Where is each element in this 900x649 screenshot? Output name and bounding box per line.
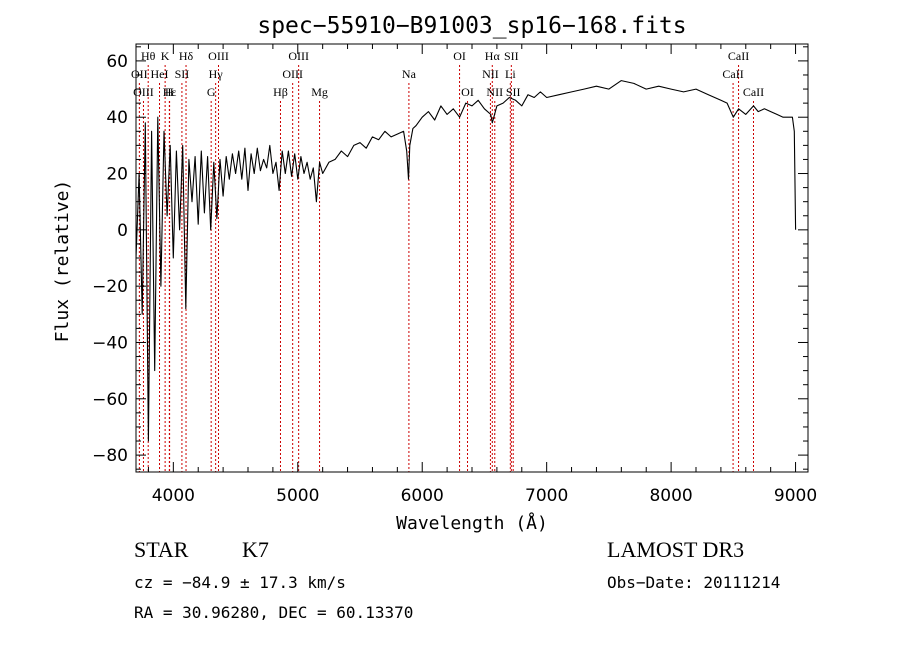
observation-date: Obs−Date: 20111214 (607, 573, 781, 592)
y-tick-label: −60 (92, 390, 128, 410)
y-tick-label: −40 (92, 333, 128, 353)
y-tick-label: −20 (92, 277, 128, 297)
y-tick-label: −80 (92, 446, 128, 466)
x-axis: 4000 5000 6000 7000 8000 9000 (147, 44, 817, 506)
marker-label: Hγ (209, 67, 224, 81)
marker-label: Hθ (141, 49, 156, 63)
marker-label: CaII (728, 49, 749, 63)
marker-label: Mg (311, 85, 328, 99)
x-axis-label: Wavelength (Å) (396, 512, 548, 534)
marker-label: SII (506, 85, 521, 99)
marker-label: OIII (282, 67, 303, 81)
marker-label: SII (504, 49, 519, 63)
x-tick-label: 8000 (649, 486, 692, 506)
marker-label: SII (175, 67, 190, 81)
marker-label: Hα (485, 49, 501, 63)
marker-label: NII (486, 85, 503, 99)
x-tick-label: 7000 (525, 486, 568, 506)
marker-label: OIII (288, 49, 309, 63)
marker-label: G (207, 85, 216, 99)
marker-label: Hβ (273, 85, 288, 99)
marker-label: Hδ (179, 49, 194, 63)
marker-label: Hε (163, 85, 177, 99)
y-tick-label: 0 (117, 221, 128, 241)
flux-line (136, 80, 797, 442)
plot-frame (135, 43, 809, 473)
x-tick-label: 5000 (276, 486, 319, 506)
y-axis-label: Flux (relative) (52, 180, 73, 343)
marker-label: K (161, 49, 170, 63)
marker-label: CaII (743, 85, 764, 99)
marker-label: OI (453, 49, 466, 63)
y-axis: −80 −60 −40 −20 0 20 40 60 (92, 46, 808, 470)
x-tick-label: 9000 (774, 486, 817, 506)
marker-label: OII (131, 67, 148, 81)
redshift-readout: cz = −84.9 ± 17.3 km/s (134, 573, 346, 592)
marker-label: OI (461, 85, 474, 99)
y-tick-label: 20 (106, 165, 128, 185)
y-tick-label: 60 (106, 52, 128, 72)
marker-label: OIII (133, 85, 154, 99)
chart-title: spec−55910−B91003_sp16−168.fits (257, 13, 686, 39)
x-tick-label: 6000 (401, 486, 444, 506)
flux-series (136, 80, 797, 442)
marker-label: Na (402, 67, 417, 81)
spectral-line-markers (138, 65, 754, 472)
marker-label: Li (505, 67, 516, 81)
marker-label: HeI (151, 67, 169, 81)
survey-name: LAMOST DR3 (607, 537, 745, 562)
coordinates-readout: RA = 30.96280, DEC = 60.13370 (134, 603, 414, 622)
y-tick-label: 40 (106, 108, 128, 128)
marker-label: NII (482, 67, 499, 81)
marker-label: H (165, 85, 174, 99)
x-tick-label: 4000 (152, 486, 195, 506)
object-class: STAR (134, 537, 189, 562)
marker-label: OIII (208, 49, 229, 63)
marker-label: CaII (722, 67, 743, 81)
object-subclass: K7 (242, 537, 269, 562)
